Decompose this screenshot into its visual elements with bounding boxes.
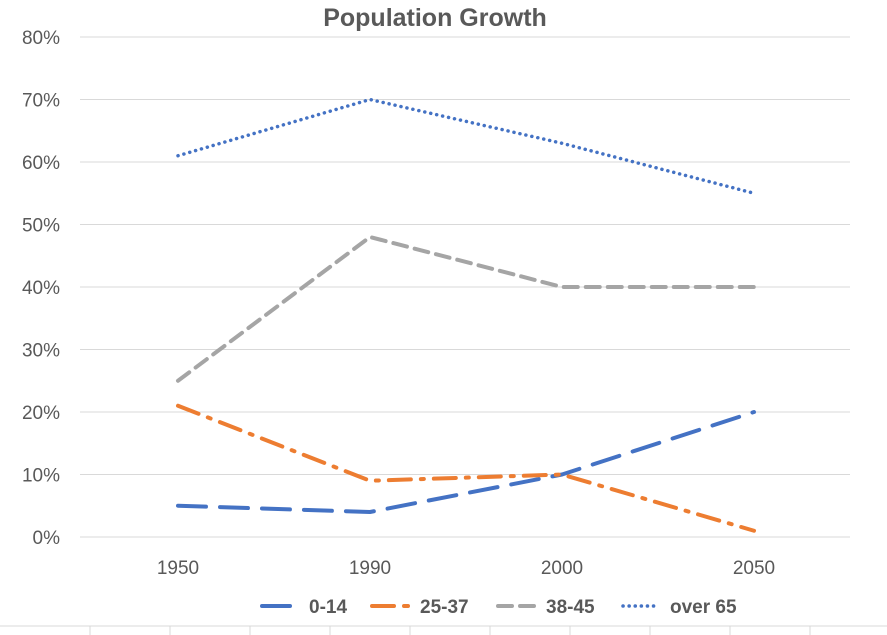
bottom-rule (0, 625, 887, 635)
legend-label: 38-45 (546, 597, 595, 618)
chart-title: Population Growth (323, 4, 547, 32)
legend-item: 38-45 (496, 597, 595, 618)
series-line-0-14 (176, 410, 756, 514)
y-tick-label: 50% (22, 216, 60, 237)
y-tick-label: 10% (22, 466, 60, 487)
series-line-38-45 (176, 235, 756, 383)
x-tick-label: 1990 (349, 558, 391, 579)
y-tick-label: 80% (22, 28, 60, 49)
y-axis-tick-labels: 0% 10% 20% 30% 40% 50% 60% 70% 80% (22, 28, 60, 549)
y-tick-label: 30% (22, 341, 60, 362)
series-lines (176, 97, 756, 533)
x-tick-label: 2000 (541, 558, 583, 579)
legend-label: over 65 (670, 597, 737, 618)
x-tick-label: 1950 (157, 558, 199, 579)
y-tick-label: 70% (22, 91, 60, 112)
legend-item: 0-14 (260, 597, 347, 618)
y-tick-label: 0% (33, 528, 61, 549)
gridlines (80, 36, 850, 538)
y-tick-label: 20% (22, 403, 60, 424)
legend-label: 25-37 (420, 597, 469, 618)
y-tick-label: 40% (22, 278, 60, 299)
series-line-25-37 (176, 403, 756, 533)
legend: 0-14 25-37 38-45 over 65 (260, 597, 737, 618)
x-tick-label: 2050 (733, 558, 775, 579)
y-tick-label: 60% (22, 153, 60, 174)
legend-item: 25-37 (370, 597, 469, 618)
x-axis-tick-labels: 1950 1990 2000 2050 (157, 558, 775, 579)
legend-label: 0-14 (309, 597, 347, 618)
series-line-over-65 (176, 97, 756, 195)
legend-item: over 65 (621, 597, 737, 618)
